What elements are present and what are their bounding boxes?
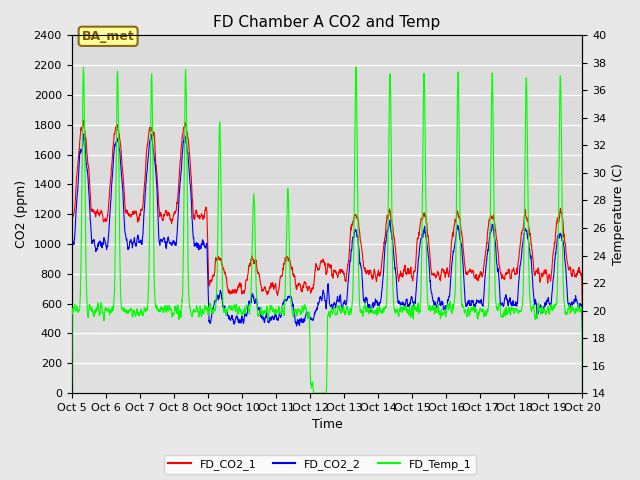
Y-axis label: Temperature (C): Temperature (C) [612,163,625,265]
Text: BA_met: BA_met [82,30,134,43]
X-axis label: Time: Time [312,419,342,432]
Y-axis label: CO2 (ppm): CO2 (ppm) [15,180,28,248]
Title: FD Chamber A CO2 and Temp: FD Chamber A CO2 and Temp [213,15,440,30]
Legend: FD_CO2_1, FD_CO2_2, FD_Temp_1: FD_CO2_1, FD_CO2_2, FD_Temp_1 [164,455,476,474]
Bar [72,334,582,393]
Bar [72,36,582,334]
